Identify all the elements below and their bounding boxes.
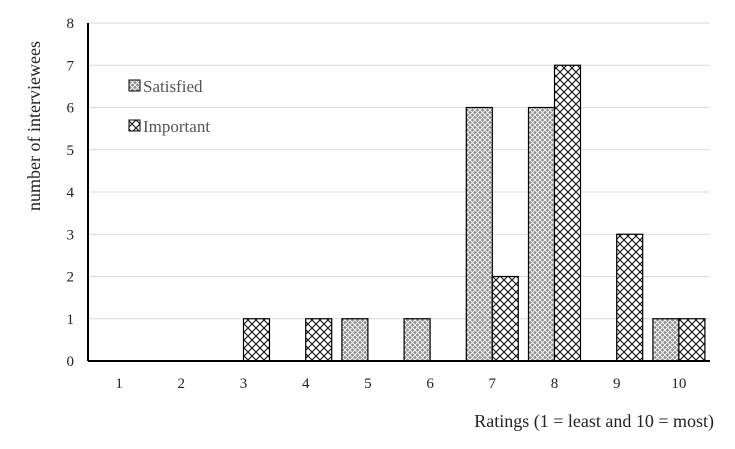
x-tick-label: 8: [551, 376, 559, 392]
y-tick-label: 2: [67, 270, 75, 286]
bar-important-3: [242, 318, 271, 362]
y-tick-label: 3: [67, 227, 75, 243]
legend-label-satisfied: Satisfied: [143, 77, 203, 96]
bar-satisfied-10: [652, 318, 680, 362]
bar-important-7: [491, 275, 519, 362]
x-tick-label: 7: [489, 376, 497, 392]
y-tick-label: 6: [67, 101, 75, 117]
y-tick-label: 5: [67, 143, 75, 159]
bar-important-9: [616, 233, 644, 362]
x-tick-label: 5: [364, 376, 372, 392]
y-axis-title: number of interviewees: [24, 41, 44, 211]
y-tick-label: 4: [67, 185, 75, 201]
y-tick-label: 8: [67, 16, 75, 32]
x-tick-label: 1: [115, 376, 123, 392]
y-tick-label: 7: [67, 58, 75, 74]
bar-important-8: [553, 64, 582, 362]
legend: Satisfied Important: [128, 77, 210, 136]
x-tick-label: 4: [302, 376, 310, 392]
legend-swatch-important: [128, 119, 141, 132]
legend-label-important: Important: [143, 117, 210, 136]
x-tick-label: 3: [240, 376, 248, 392]
y-tick-label: 1: [67, 312, 75, 328]
y-tick-label: 0: [67, 354, 75, 370]
bar-satisfied-7: [465, 106, 493, 362]
x-axis-title: Ratings (1 = least and 10 = most): [474, 411, 714, 432]
axes: [87, 23, 710, 362]
bar-satisfied-5: [341, 318, 369, 362]
gridlines: [88, 22, 710, 320]
x-tick-label: 2: [178, 376, 186, 392]
x-tick-label: 10: [671, 376, 686, 392]
bar-satisfied-6: [403, 318, 431, 362]
tick-labels: 0 1 2 3 4 5 6 7 8 1 2 3 4 5 6 7 8 9 10: [67, 16, 687, 392]
bars: [242, 64, 706, 362]
x-tick-label: 9: [613, 376, 621, 392]
x-tick-label: 6: [426, 376, 434, 392]
bar-satisfied-8: [527, 106, 556, 362]
bar-important-10: [678, 318, 706, 362]
legend-swatch-satisfied: [128, 79, 141, 92]
bar-important-4: [305, 318, 333, 362]
